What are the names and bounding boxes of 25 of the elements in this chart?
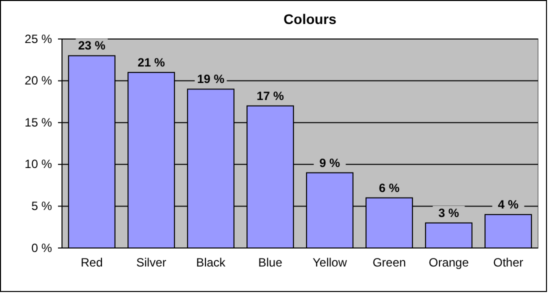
x-tick-label: Blue — [258, 256, 283, 270]
y-tick-label: 5 % — [31, 199, 52, 214]
data-label: 4 % — [498, 198, 519, 212]
x-tick-label: Other — [493, 256, 524, 270]
chart-title: Colours — [284, 11, 337, 27]
y-tick-label: 25 % — [24, 32, 52, 46]
y-tick-label: 20 % — [24, 74, 52, 88]
x-tick-label: Green — [372, 256, 406, 270]
y-tick-label: 10 % — [24, 157, 52, 172]
data-label: 6 % — [378, 180, 400, 195]
data-label: 17 % — [256, 88, 284, 103]
bar — [484, 214, 532, 248]
x-tick-label: Red — [80, 256, 103, 270]
data-label: 19 % — [197, 72, 225, 86]
y-tick-label: 15 % — [24, 115, 52, 130]
x-tick-label: Orange — [428, 256, 470, 270]
x-tick-label: Black — [196, 256, 226, 270]
data-label: 23 % — [78, 38, 106, 53]
data-label: 3 % — [438, 206, 460, 220]
data-label: 21 % — [138, 55, 166, 70]
x-tick-label: Yellow — [312, 256, 348, 270]
data-label: 9 % — [319, 156, 340, 170]
y-tick-label: 0 % — [31, 240, 52, 255]
x-tick-label: Silver — [136, 256, 166, 270]
bar — [425, 222, 472, 248]
